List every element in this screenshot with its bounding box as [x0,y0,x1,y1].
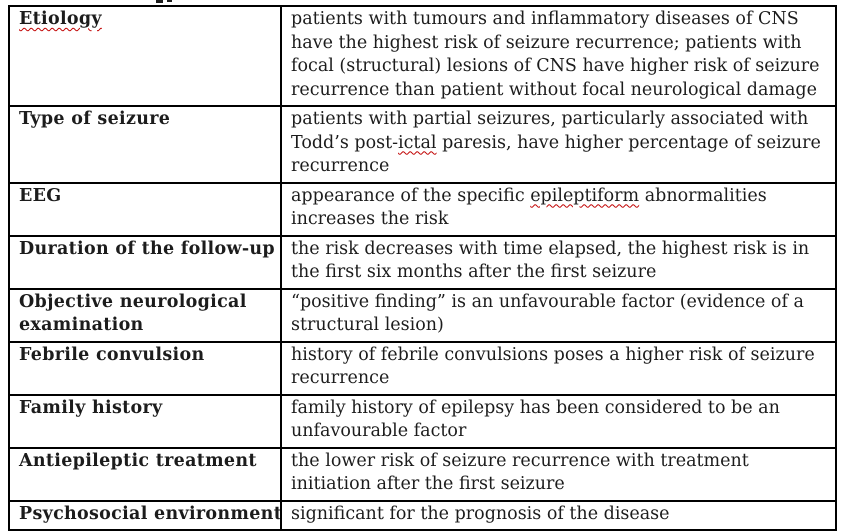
text-segment: Psychosocial environment [19,503,281,524]
description-cell[interactable]: significant for the prognosis of the dis… [280,499,837,531]
table-row: Type of seizure patients with partial sei… [8,105,837,184]
risk-factor-label-line: Antiepileptic treatment [19,450,274,474]
text-segment: “positive finding” is an unfavourable fa… [291,291,804,312]
description-line: unfavourable factor [291,420,829,444]
risk-factor-label-line: Objective neurological [19,291,274,315]
text-segment: Family history [19,397,163,418]
risk-factor-label-line: EEG [19,185,274,209]
text-segment: significant for the prognosis of the dis… [291,503,670,524]
table-row: Febrile convulsion history of febrile con… [8,340,837,396]
table-row: Family history family history of epilepsy… [8,393,837,449]
text-segment: the risk decreases with time elapsed, th… [291,238,810,259]
description-line: Todd’s post-ictal paresis, have higher p… [291,132,829,156]
description-line: the lower risk of seizure recurrence wit… [291,450,829,474]
description-line: have the highest risk of seizure recurre… [291,32,829,56]
misspelled-word: ictal [398,132,437,153]
text-segment: paresis, have higher percentage of seizu… [436,132,821,153]
risk-factor-cell[interactable]: Etiology [8,5,282,107]
risk-factor-label-line: Family history [19,397,274,421]
text-segment: Duration of the follow-up [19,238,275,259]
risk-factor-label-line: Psychosocial environment [19,503,279,527]
description-line: the first six months after the first sei… [291,261,829,285]
text-segment: family history of epilepsy has been cons… [291,397,780,418]
risk-factor-cell[interactable]: Objective neurological examination [8,287,282,343]
risk-factor-label-line: examination [19,314,274,338]
description-cell[interactable]: the lower risk of seizure recurrence wit… [280,446,837,502]
risk-factor-cell[interactable]: EEG [8,181,282,237]
clipped-text-artifact [167,0,172,2]
risk-factor-label-line: Type of seizure [19,108,274,132]
risk-factor-cell[interactable]: Febrile convulsion [8,340,282,396]
text-segment: patients with tumours and inflammatory d… [291,9,799,29]
table-row: Duration of the follow-up the risk decrea… [8,234,837,290]
risk-factor-cell[interactable]: Psychosocial environment [8,499,282,531]
misspelled-word: Etiology [19,9,102,29]
text-segment: Febrile convulsion [19,344,205,365]
table-row: Objective neurological examination “positi… [8,287,837,343]
description-line: recurrence than patient without focal ne… [291,79,829,103]
risk-factor-cell[interactable]: Antiepileptic treatment [8,446,282,502]
risk-factor-cell[interactable]: Duration of the follow-up [8,234,282,290]
risk-factor-cell[interactable]: Family history [8,393,282,449]
description-line: structural lesion) [291,314,829,338]
text-segment: Type of seizure [19,109,171,129]
risk-factor-label-line: Duration of the follow-up [19,238,275,262]
description-line: family history of epilepsy has been cons… [291,397,829,421]
misspelled-word: epileptiform [530,185,640,206]
risk-factor-label-line: Etiology [19,8,274,32]
text-segment: recurrence [291,156,390,176]
seizure-recurrence-risk-table: Etiology patients with tumours and inflam… [8,5,837,531]
description-line: the risk decreases with time elapsed, th… [291,238,829,262]
risk-factor-cell[interactable]: Type of seizure [8,105,282,184]
text-segment: Objective neurological [19,291,247,312]
text-segment: history of febrile convulsions poses a h… [291,344,815,365]
description-line: significant for the prognosis of the dis… [291,503,829,527]
description-cell[interactable]: appearance of the specific epileptiform … [280,181,837,237]
text-segment: have the highest risk of seizure recurre… [291,32,802,53]
text-segment: structural lesion) [291,315,444,335]
description-cell[interactable]: the risk decreases with time elapsed, th… [280,234,837,290]
description-cell[interactable]: history of febrile convulsions poses a h… [280,340,837,396]
description-line: “positive finding” is an unfavourable fa… [291,291,829,315]
table-row: Psychosocial environment significant for … [8,499,837,531]
description-line: increases the risk [291,208,829,232]
description-cell[interactable]: patients with partial seizures, particul… [280,105,837,184]
table-row: Etiology patients with tumours and inflam… [8,5,837,107]
text-segment: initiation after the first seizure [291,474,565,494]
text-segment: the first six months after the first sei… [291,262,657,282]
description-line: focal (structural) lesions of CNS have h… [291,55,829,79]
description-line: appearance of the specific epileptiform … [291,185,829,209]
text-segment: unfavourable factor [291,421,467,441]
table-row: EEG appearance of the specific epileptifo… [8,181,837,237]
text-segment: recurrence than patient without focal ne… [291,79,817,100]
text-segment: examination [19,315,144,335]
text-segment: Todd’s post- [291,132,399,153]
description-line: patients with partial seizures, particul… [291,108,829,132]
description-cell[interactable]: patients with tumours and inflammatory d… [280,5,837,107]
text-segment: focal (structural) lesions of CNS have h… [291,56,820,76]
text-segment: increases the risk [291,209,449,229]
text-segment: Antiepileptic treatment [19,450,257,471]
description-line: recurrence [291,367,829,391]
text-segment: patients with partial seizures, particul… [291,109,809,129]
text-segment: appearance of the specific [291,185,531,206]
description-line: history of febrile convulsions poses a h… [291,344,829,368]
table-body: Etiology patients with tumours and inflam… [8,5,837,531]
description-cell[interactable]: “positive finding” is an unfavourable fa… [280,287,837,343]
clipped-text-artifact [156,0,163,3]
description-cell[interactable]: family history of epilepsy has been cons… [280,393,837,449]
text-segment: EEG [19,185,62,206]
risk-factor-label-line: Febrile convulsion [19,344,274,368]
text-segment: recurrence [291,368,390,388]
description-line: initiation after the first seizure [291,473,829,497]
description-line: recurrence [291,155,829,179]
text-segment: the lower risk of seizure recurrence wit… [291,450,749,471]
table-row: Antiepileptic treatment the lower risk of… [8,446,837,502]
description-line: patients with tumours and inflammatory d… [291,8,829,32]
text-segment: abnormalities [639,185,767,206]
